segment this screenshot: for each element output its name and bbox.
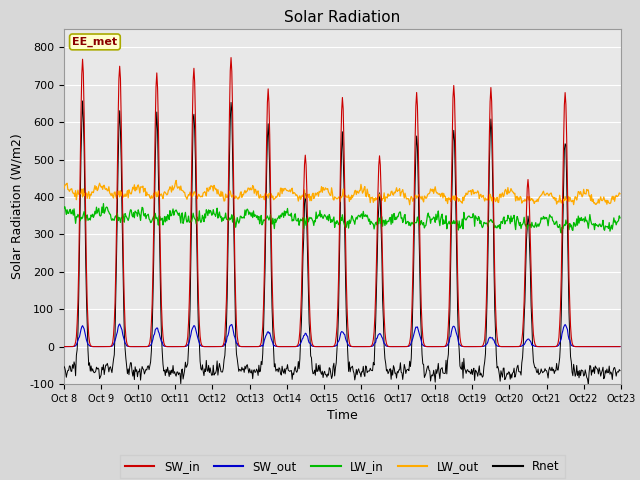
Legend: SW_in, SW_out, LW_in, LW_out, Rnet: SW_in, SW_out, LW_in, LW_out, Rnet	[120, 455, 564, 478]
Y-axis label: Solar Radiation (W/m2): Solar Radiation (W/m2)	[11, 133, 24, 279]
Text: EE_met: EE_met	[72, 37, 118, 47]
X-axis label: Time: Time	[327, 409, 358, 422]
Title: Solar Radiation: Solar Radiation	[284, 10, 401, 25]
